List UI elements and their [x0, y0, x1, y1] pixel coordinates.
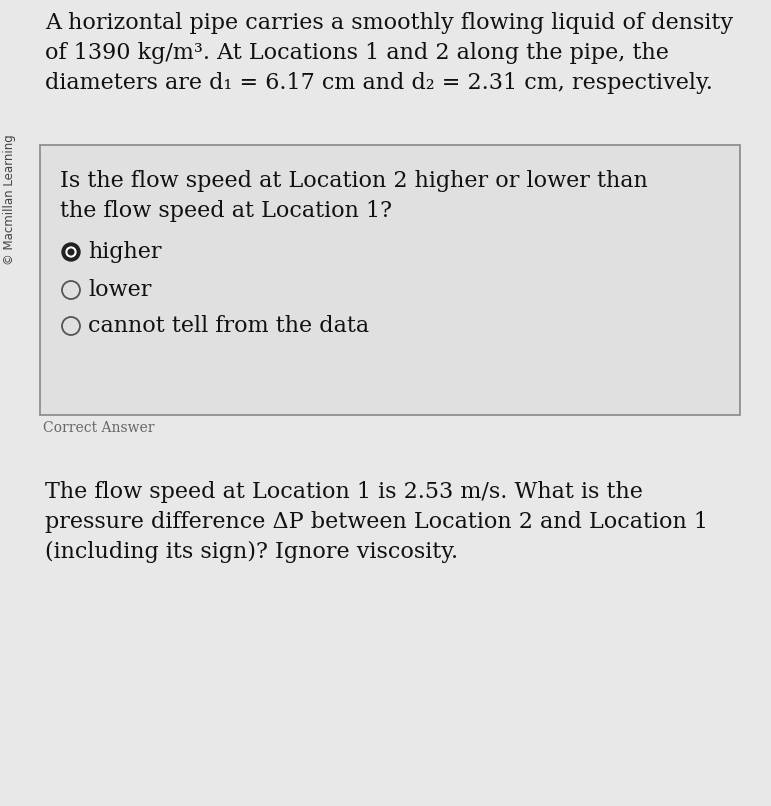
Circle shape [62, 281, 80, 299]
Text: A horizontal pipe carries a smoothly flowing liquid of density: A horizontal pipe carries a smoothly flo… [45, 12, 733, 34]
Text: (including its sign)? Ignore viscosity.: (including its sign)? Ignore viscosity. [45, 541, 458, 563]
Text: Correct Answer: Correct Answer [43, 421, 154, 435]
Text: Is the flow speed at Location 2 higher or lower than: Is the flow speed at Location 2 higher o… [60, 170, 648, 192]
Text: © Macmillan Learning: © Macmillan Learning [4, 135, 16, 265]
Circle shape [66, 247, 76, 257]
Text: of 1390 kg/m³. At Locations 1 and 2 along the pipe, the: of 1390 kg/m³. At Locations 1 and 2 alon… [45, 42, 669, 64]
Text: The flow speed at Location 1 is 2.53 m/s. What is the: The flow speed at Location 1 is 2.53 m/s… [45, 481, 643, 503]
Text: pressure difference ΔP between Location 2 and Location 1: pressure difference ΔP between Location … [45, 511, 708, 533]
Circle shape [68, 249, 74, 255]
Text: higher: higher [88, 241, 161, 263]
Circle shape [62, 243, 80, 261]
Circle shape [62, 317, 80, 335]
Text: cannot tell from the data: cannot tell from the data [88, 315, 369, 337]
Text: lower: lower [88, 279, 151, 301]
Text: diameters are d₁ = 6.17 cm and d₂ = 2.31 cm, respectively.: diameters are d₁ = 6.17 cm and d₂ = 2.31… [45, 72, 713, 94]
Text: the flow speed at Location 1?: the flow speed at Location 1? [60, 200, 392, 222]
Bar [40, 145, 740, 415]
